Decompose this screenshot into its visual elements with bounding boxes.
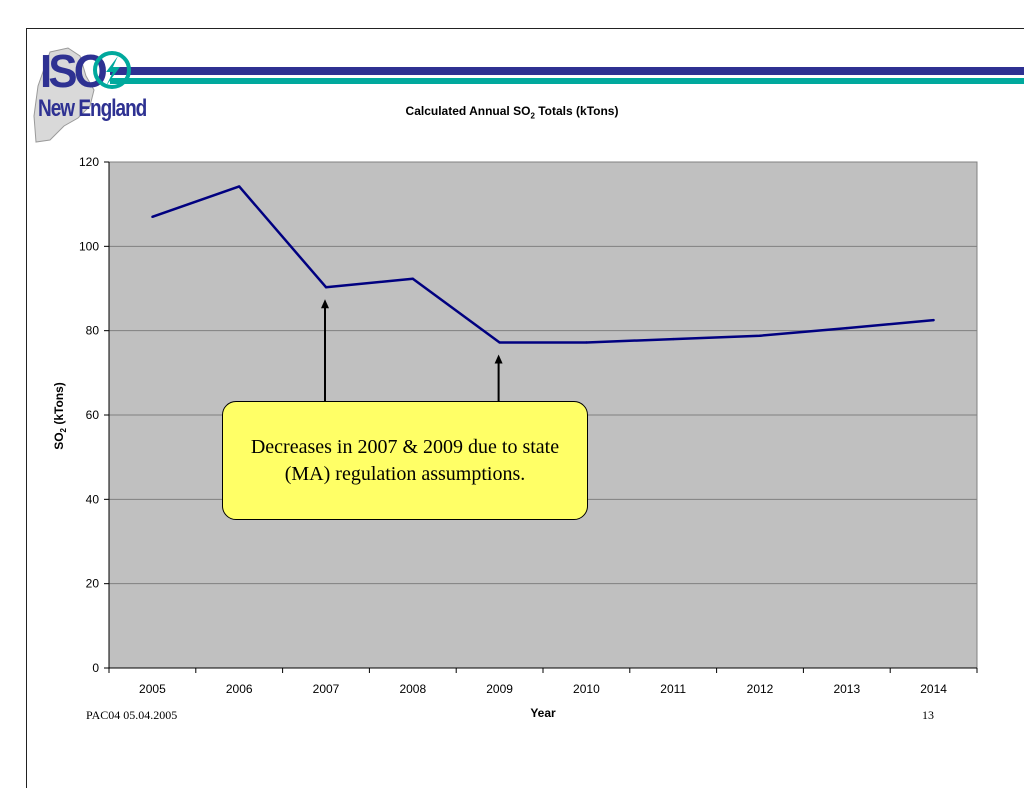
data-point: [498, 341, 501, 344]
x-tick-label: 2006: [226, 682, 253, 696]
slide-frame: [26, 28, 1024, 788]
x-tick-label: 2012: [747, 682, 774, 696]
x-tick-label: 2011: [660, 682, 686, 696]
x-tick-label: 2007: [313, 682, 340, 696]
data-point: [932, 318, 935, 322]
y-tick-label: 40: [86, 492, 100, 506]
y-tick-label: 80: [86, 324, 100, 338]
x-tick-label: 2008: [399, 682, 426, 696]
lightning-bolt-icon: [93, 51, 131, 89]
data-point: [845, 326, 848, 330]
iso-new-england-logo: ISO New England: [28, 45, 147, 152]
y-tick-label: 60: [86, 408, 100, 422]
annotation-arrowhead: [321, 299, 329, 309]
page-number: 13: [922, 708, 934, 722]
data-point: [411, 277, 414, 281]
y-tick-label: 0: [92, 661, 99, 675]
logo-region-text: New England: [38, 96, 147, 123]
x-tick-label: 2013: [833, 682, 860, 696]
x-tick-label: 2010: [573, 682, 600, 696]
y-tick-label: 20: [86, 577, 100, 591]
data-point: [585, 341, 588, 344]
footer-date: PAC04 05.04.2005: [86, 708, 178, 722]
header-stripe-teal: [110, 78, 1024, 84]
x-axis-title: Year: [530, 706, 556, 720]
chart-title: Calculated Annual SO2 Totals (kTons): [405, 104, 619, 121]
y-axis-title: SO2 (kTons): [51, 382, 69, 450]
annotation-arrowhead: [494, 354, 503, 364]
line-chart: 0 20 40 60 80 100 120 2005 2006 2007 2008 2009 2010 2…: [79, 155, 978, 696]
data-point: [672, 337, 675, 341]
x-tick-label: 2009: [486, 682, 513, 696]
y-tick-label: 120: [79, 155, 99, 169]
new-england-map-icon: [33, 47, 95, 143]
x-tick-label: 2014: [920, 682, 947, 696]
annotation-callout: Decreases in 2007 & 2009 due to state (M…: [222, 401, 588, 520]
data-point: [151, 215, 154, 219]
x-tick-label: 2005: [139, 682, 166, 696]
data-point: [238, 185, 241, 188]
header-stripe-blue: [110, 67, 1024, 75]
data-point: [324, 286, 328, 289]
y-tick-label: 100: [79, 239, 99, 253]
series-line: [151, 185, 934, 344]
data-point: [758, 334, 762, 337]
